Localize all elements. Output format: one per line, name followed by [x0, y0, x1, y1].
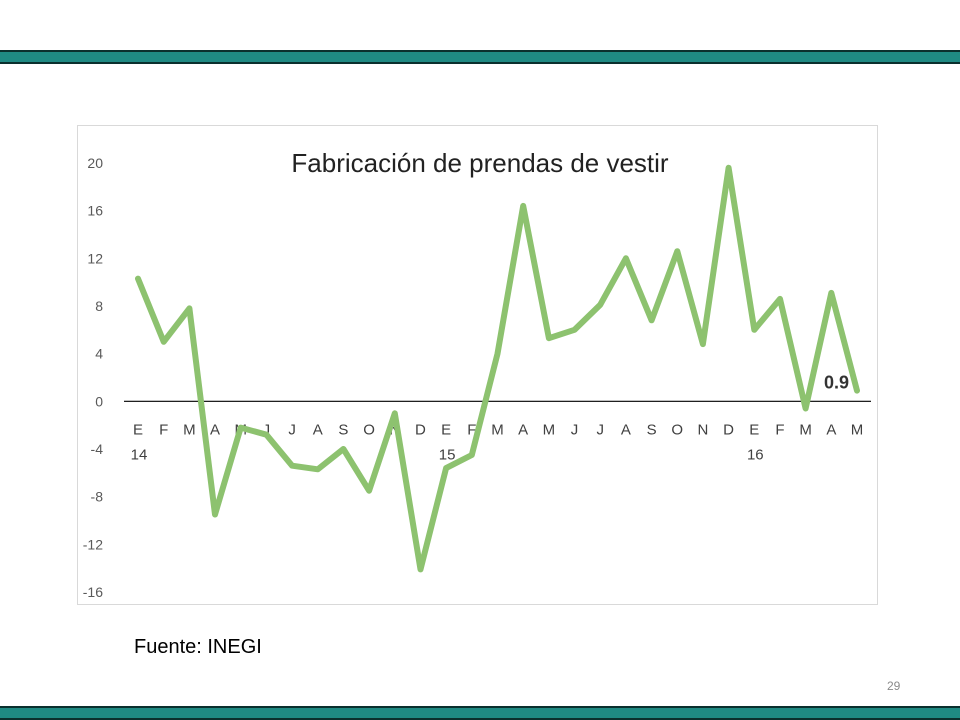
x-tick-label: N	[698, 421, 709, 438]
page-number: 29	[887, 679, 901, 693]
y-tick-label: 16	[87, 203, 103, 219]
y-tick-label: -8	[91, 489, 104, 505]
x-tick-label: J	[596, 421, 604, 438]
y-tick-label: -4	[91, 441, 104, 457]
x-tick-label: M	[183, 421, 196, 438]
bottom-band	[0, 706, 960, 720]
x-tick-label: F	[775, 421, 784, 438]
x-tick-label: M	[543, 421, 556, 438]
x-tick-label: O	[671, 421, 683, 438]
year-label: 15	[439, 446, 456, 463]
x-tick-label: M	[799, 421, 812, 438]
x-tick-label: A	[826, 421, 836, 438]
x-tick-label: A	[210, 421, 220, 438]
x-tick-label: J	[263, 421, 271, 438]
x-tick-label: E	[133, 421, 143, 438]
y-tick-label: 8	[95, 298, 103, 314]
x-tick-label: M	[491, 421, 504, 438]
x-tick-label: A	[621, 421, 631, 438]
x-tick-label: O	[363, 421, 375, 438]
source-note: Fuente: INEGI	[134, 636, 262, 658]
x-tick-label: E	[441, 421, 451, 438]
x-tick-label: D	[415, 421, 426, 438]
chart-title: Fabricación de prendas de vestir	[291, 148, 669, 178]
x-tick-label: D	[723, 421, 734, 438]
x-tick-label: S	[647, 421, 657, 438]
x-tick-label: J	[288, 421, 296, 438]
x-tick-label: A	[313, 421, 323, 438]
y-tick-label: -12	[83, 536, 103, 552]
x-tick-label: S	[338, 421, 348, 438]
x-tick-label: F	[467, 421, 476, 438]
x-tick-label: A	[518, 421, 528, 438]
data-label-last: 0.9	[824, 373, 849, 393]
top-band	[0, 50, 960, 64]
year-label: 16	[747, 446, 764, 463]
x-tick-label: E	[749, 421, 759, 438]
y-tick-label: 12	[87, 250, 103, 266]
y-tick-label: -16	[83, 584, 103, 600]
chart-frame	[77, 125, 878, 605]
x-tick-label: M	[851, 421, 864, 438]
year-label: 14	[131, 446, 148, 463]
x-tick-label: F	[159, 421, 168, 438]
x-tick-label: J	[571, 421, 579, 438]
y-tick-label: 4	[95, 346, 103, 362]
y-tick-label: 0	[95, 393, 103, 409]
series-line	[135, 164, 860, 573]
y-tick-label: 20	[87, 155, 103, 171]
